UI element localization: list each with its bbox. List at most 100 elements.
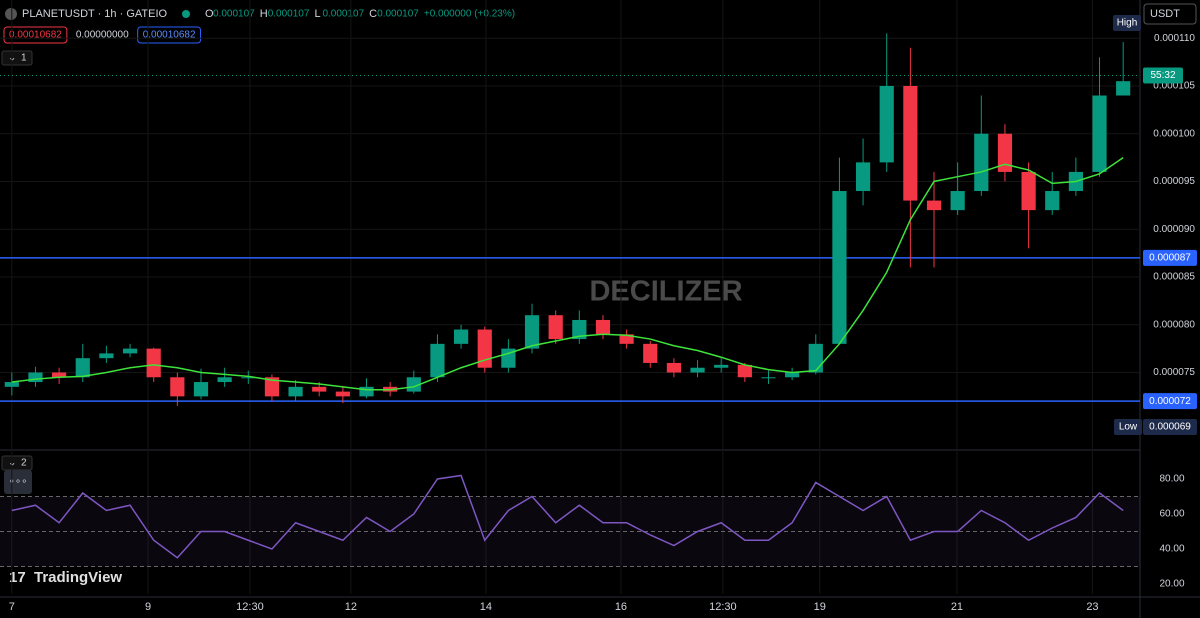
candle-body [595,319,611,335]
candle-body [785,372,800,378]
h-level-label: 0.000072 [1149,396,1191,407]
candle-body [75,358,90,378]
candle-body [406,377,421,392]
low-tag [1114,419,1142,435]
low-price-tag [1143,419,1197,435]
brand-logo: TradingView [34,569,122,586]
y-tick-label: 0.000090 [1153,224,1195,235]
rsi-tick-label: 20.00 [1159,579,1184,590]
candle-body [146,348,161,378]
countdown-tag [1143,67,1183,84]
candle-body [903,85,918,201]
candle-body [28,372,43,383]
y-tick-label: 0.000095 [1153,176,1195,187]
x-tick-label: 12 [345,601,357,613]
symbol-icon [5,8,17,20]
y-tick-label: 0.000080 [1153,319,1195,330]
candle-body [217,377,232,383]
rsi-tick-label: 40.00 [1159,544,1184,555]
pane-toggle[interactable] [1,50,33,66]
change: +0.000000 (+0.23%) [424,9,515,20]
candle-body [690,367,705,373]
y-tick-label: 0.000110 [1154,33,1195,44]
moving-average [11,156,1124,391]
low-price: 0.000069 [1149,422,1191,433]
rsi-tick-label: 80.00 [1159,474,1184,485]
candle-body [761,377,776,379]
candle-body [99,353,114,359]
watermark: DECILIZER [589,276,742,308]
currency[interactable]: USDT [1150,8,1180,20]
x-tick-label: 23 [1086,601,1098,613]
brand-icon: 17 [9,569,26,586]
candle-body [52,372,67,378]
candle-body [997,133,1013,172]
candle-body [1045,191,1060,211]
candle-body [737,364,752,378]
more-icon: ∘∘∘ [9,477,28,488]
h-level-tag [1143,249,1197,266]
rsi-line [11,474,1124,559]
x-tick-label: 12:30 [236,601,264,613]
candle-body [974,133,989,192]
badge [137,26,202,44]
ohlc-value: 0.000107 [322,9,364,20]
candle-body [572,319,587,340]
candle-body [832,191,847,344]
badge-text: 0.00000000 [76,30,129,41]
ohlc-value: 0.000107 [213,9,255,20]
countdown: 55:32 [1150,70,1175,81]
candle-body [524,315,540,349]
more-button[interactable] [4,470,32,494]
candle-body [926,200,942,211]
candle-body [312,386,327,392]
candle-body [454,329,469,344]
high-tag [1113,15,1141,31]
ohlc-value: 0.000107 [377,9,419,20]
h-level-tag [1143,393,1197,410]
candle-body [950,191,965,211]
candle-body [879,85,894,163]
badge [3,26,68,44]
candle-body [855,162,871,192]
x-tick-label: 14 [480,601,492,613]
pane-label: 1 [21,53,27,64]
candle-body [477,329,492,368]
candle-body [122,348,138,354]
x-tick-label: 16 [615,601,627,613]
candle-body [1021,171,1036,211]
ohlc-key: L [314,8,320,20]
candle-body [808,343,823,373]
candle-body [288,386,303,397]
x-tick-label: 21 [951,601,963,613]
x-tick-label: 19 [814,601,826,613]
high-label: High [1117,18,1138,29]
candle-body [430,343,445,378]
ohlc-value: 0.000107 [268,9,310,20]
candle-body [501,348,516,368]
candle-body [335,391,350,397]
candle-body [359,386,374,397]
candle-body [548,315,563,340]
symbol-title: PLANETUSDT · 1h · GATEIO [22,8,168,20]
candle-body [241,377,256,379]
x-tick-label: 12:30 [709,601,737,613]
low-label: Low [1119,422,1138,433]
candle-body [193,382,209,397]
pane-toggle[interactable] [1,455,33,471]
candle-body [1116,81,1131,96]
candle-body [714,364,729,368]
candle-body [643,343,658,363]
candle-body [1092,95,1107,172]
candle-body [619,334,634,344]
currency-dropdown[interactable] [1143,3,1197,25]
badge-text: 0.00010682 [9,30,62,41]
y-tick-label: 0.000085 [1153,272,1195,283]
ohlc-key: H [260,8,268,20]
x-tick-label: 9 [145,601,151,613]
candle-body [666,362,681,373]
h-level-label: 0.000087 [1149,253,1191,264]
